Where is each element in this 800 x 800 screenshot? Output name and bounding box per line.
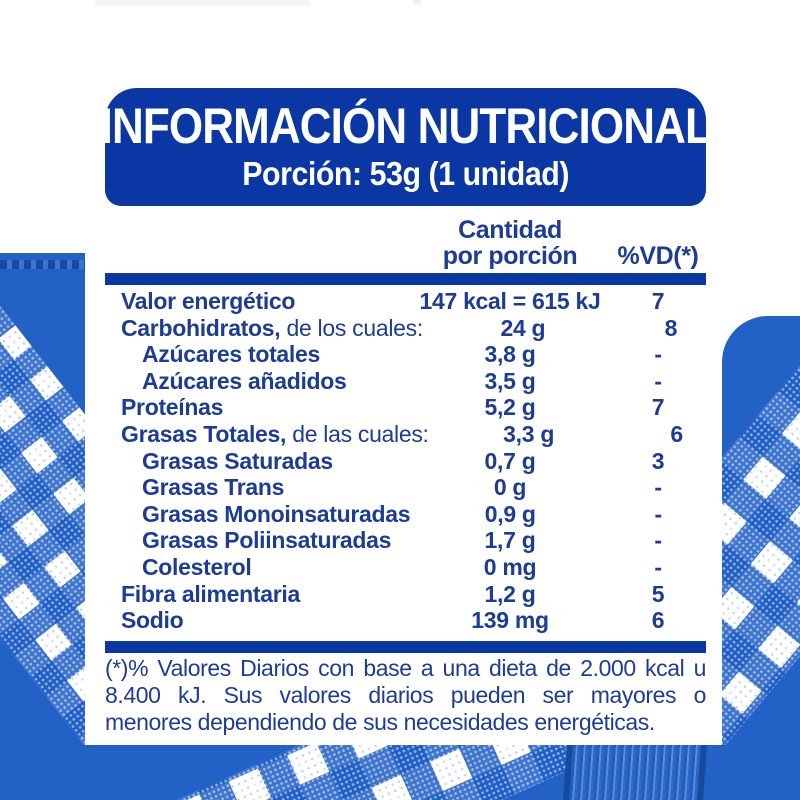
- fabric-stitched-seam: [0, 260, 85, 269]
- nutrient-daily-value: -: [654, 341, 662, 368]
- nutrient-daily-value: -: [654, 553, 662, 580]
- table-row: Valor energético 147 kcal = 615 kJ 7: [105, 288, 706, 315]
- nutrient-daily-value: 6: [670, 420, 683, 447]
- photo-edge-artifact: [413, 0, 421, 4]
- gingham-fabric-right: [722, 316, 800, 800]
- table-row: Sodio 139 mg 6: [105, 607, 706, 634]
- nutrient-name: Grasas Trans: [142, 474, 285, 501]
- gingham-weave-pattern: [0, 253, 85, 800]
- nutrient-daily-value: 8: [664, 314, 678, 341]
- nutrient-name: Sodio: [121, 607, 184, 634]
- table-column-headers: Cantidad por porción %VD(*): [105, 211, 706, 269]
- nutrient-daily-value: 3: [651, 447, 665, 474]
- bag-handle-ribbing: [563, 745, 707, 800]
- nutrient-name: Proteínas: [121, 394, 224, 421]
- nutrient-name-suffix: de los cuales:: [280, 314, 423, 341]
- nutrient-name: Carbohidratos, de los cuales:: [121, 314, 423, 341]
- table-row: Fibra alimentaria 1,2 g 5: [105, 581, 706, 608]
- nutrient-name: Azúcares totales: [142, 341, 320, 368]
- separator-bar-top: [105, 273, 706, 285]
- nutrient-daily-value: 7: [651, 394, 665, 421]
- table-row: Azúcares añadidos 3,5 g -: [105, 368, 706, 395]
- table-row: Grasas Trans 0 g -: [105, 474, 706, 501]
- separator-bar-bottom: [105, 641, 706, 653]
- table-row: Grasas Totales, de las cuales: 3,3 g 6: [105, 421, 706, 448]
- nutrient-amount: 1,7 g: [484, 527, 536, 554]
- nutrient-amount: 3,8 g: [484, 341, 536, 368]
- portion-size-text: Porción: 53g (1 unidad): [242, 155, 569, 192]
- nutrient-daily-value: -: [654, 367, 662, 394]
- nutrient-amount: 139 mg: [471, 607, 549, 634]
- table-row: Azúcares totales 3,8 g -: [105, 341, 706, 368]
- gingham-weave-pattern: [722, 316, 800, 800]
- nutrient-amount: 3,3 g: [503, 420, 555, 447]
- table-row: Grasas Saturadas 0,7 g 3: [105, 448, 706, 475]
- nutrient-amount: 147 kcal = 615 kJ: [419, 288, 601, 314]
- nutrient-daily-value: -: [654, 527, 662, 554]
- nutrient-daily-value: -: [654, 500, 663, 527]
- daily-value-column-header: %VD(*): [617, 242, 699, 270]
- nutrient-name: Colesterol: [142, 553, 252, 580]
- amount-header-line1: Cantidad: [458, 216, 562, 244]
- nutrient-name: Grasas Monoinsaturadas: [142, 500, 411, 527]
- table-row: Colesterol 0 mg -: [105, 554, 706, 581]
- nutrient-amount: 0,9 g: [484, 500, 536, 527]
- nutrient-daily-value: -: [654, 474, 662, 501]
- nutrient-name: Valor energético: [121, 288, 296, 314]
- nutrient-amount: 1,2 g: [484, 580, 536, 607]
- nutrient-name: Azúcares añadidos: [142, 367, 347, 394]
- nutrient-name: Fibra alimentaria: [121, 580, 300, 607]
- nutrient-name: Grasas Saturadas: [142, 447, 333, 474]
- nutrition-label-banner: INFORMACIÓN NUTRICIONAL Porción: 53g (1 …: [100, 88, 712, 206]
- daily-values-footnote: (*)% Valores Diarios con base a una diet…: [105, 655, 706, 735]
- photo-edge-artifact: [95, 0, 310, 6]
- nutrient-amount: 0 mg: [483, 553, 537, 580]
- amount-column-header: Cantidad por porción: [410, 217, 610, 269]
- amount-header-line2: por porción: [442, 242, 578, 270]
- nutrient-amount: 24 g: [500, 314, 546, 341]
- table-row: Grasas Monoinsaturadas 0,9 g -: [105, 501, 706, 528]
- table-row: Grasas Poliinsaturadas 1,7 g -: [105, 527, 706, 554]
- nutrient-amount: 0,7 g: [484, 447, 536, 474]
- nutrient-amount: 5,2 g: [484, 394, 536, 421]
- nutrient-amount: 0 g: [493, 474, 527, 501]
- nutrient-name: Grasas Totales, de las cuales:: [121, 420, 429, 447]
- label-title: INFORMACIÓN NUTRICIONAL: [100, 98, 711, 154]
- nutrition-table: Valor energético 147 kcal = 615 kJ 7 Car…: [105, 288, 706, 634]
- nutrient-daily-value: 6: [651, 607, 665, 634]
- nutrient-amount: 3,5 g: [484, 367, 536, 394]
- nutrient-name: Grasas Poliinsaturadas: [142, 527, 392, 554]
- table-row: Proteínas 5,2 g 7: [105, 394, 706, 421]
- nutrient-daily-value: 7: [651, 288, 665, 314]
- table-row: Carbohidratos, de los cuales: 24 g 8: [105, 315, 706, 342]
- gingham-fabric-left: [0, 253, 85, 800]
- gingham-fabric-bottom: [0, 745, 800, 800]
- nutrient-name-suffix: de las cuales:: [286, 420, 429, 447]
- nutrient-daily-value: 5: [651, 580, 665, 607]
